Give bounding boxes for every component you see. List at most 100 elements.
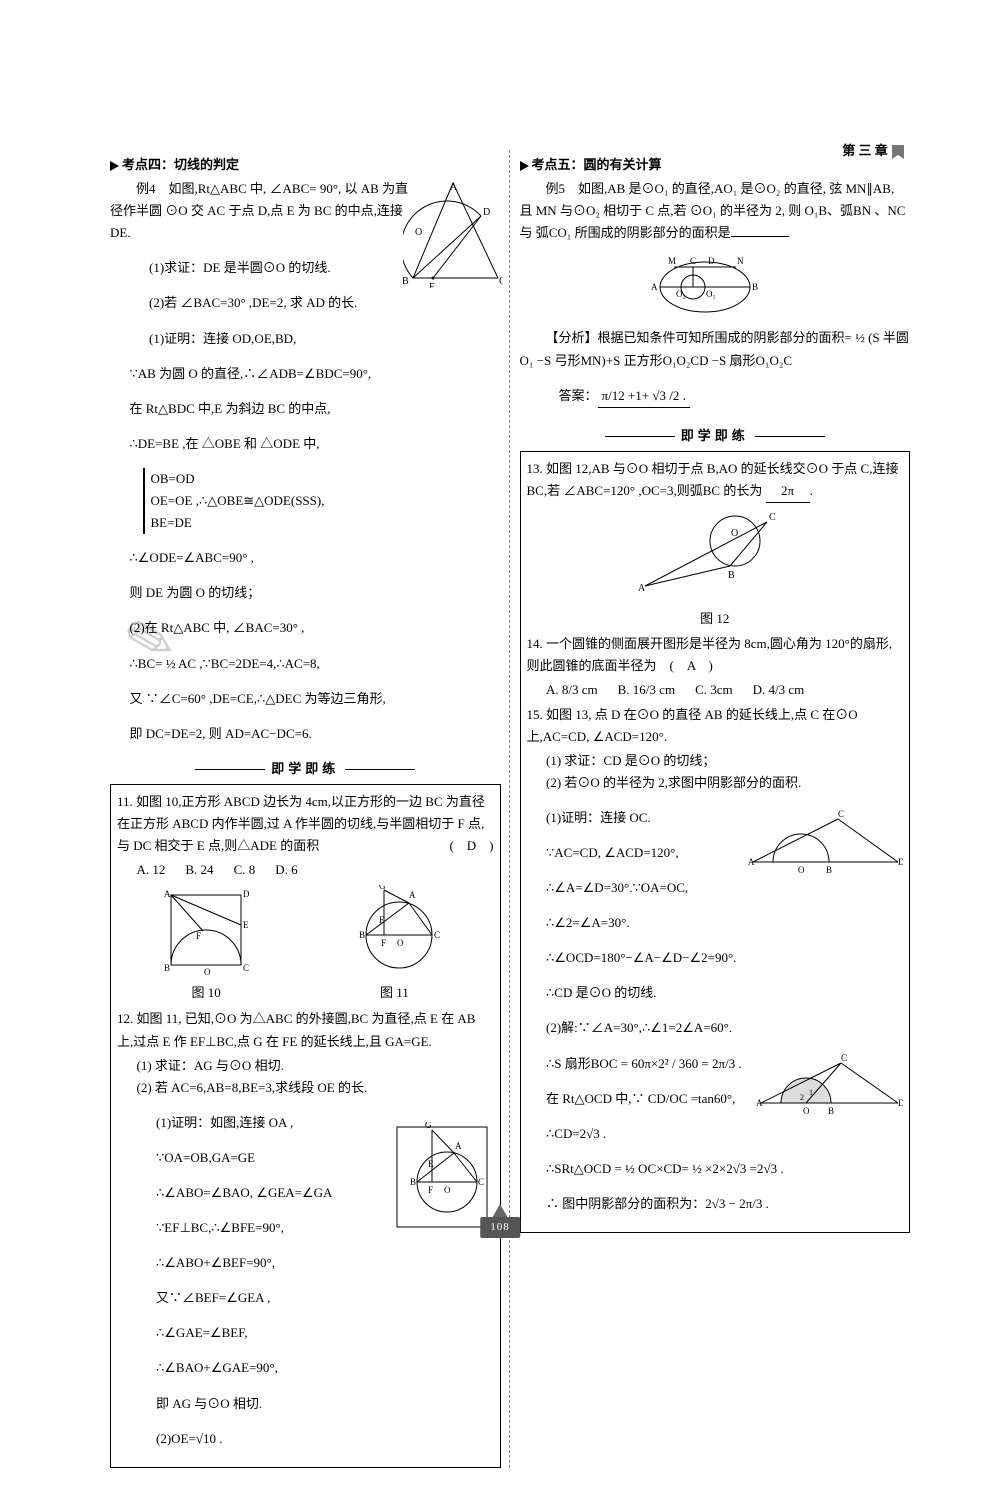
analysis: 【分析】根据已知条件可知所围成的阴影部分的面积= ½ (S 半圆O₁ −S 弓形… bbox=[520, 327, 911, 371]
svg-text:C: C bbox=[838, 809, 844, 819]
footer-marker-icon bbox=[492, 1204, 508, 1218]
figure-13: AO BD C 图 13 bbox=[743, 807, 903, 877]
q15-sub1: (1) 求证：CD 是⊙O 的切线； bbox=[527, 750, 904, 772]
figure-ex4-triangle: A BC DE O bbox=[403, 178, 503, 288]
example4-q2: (2)若 ∠BAC=30° ,DE=2, 求 AD 的长. bbox=[110, 292, 501, 314]
heading-topic-5: 考点五：圆的有关计算 bbox=[520, 154, 911, 176]
svg-text:A: A bbox=[409, 890, 416, 900]
choice-b: B. 24 bbox=[185, 859, 213, 881]
svg-text:C: C bbox=[478, 1177, 484, 1187]
proof-line: 在 Rt△BDC 中,E 为斜边 BC 的中点, bbox=[110, 398, 501, 420]
heading-topic-4: 考点四：切线的判定 bbox=[110, 154, 501, 176]
q12-text: 12. 如图 11, 已知,⊙O 为△ABC 的外接圆,BC 为直径,点 E 在… bbox=[117, 1008, 494, 1052]
svg-text:B: B bbox=[728, 570, 735, 581]
svg-text:A: A bbox=[455, 1141, 462, 1151]
q14-text: 14. 一个圆锥的侧面展开图形是半径为 8cm,圆心角为 120°的扇形,则此圆… bbox=[527, 633, 904, 677]
brace-line: OB=OD bbox=[151, 468, 501, 490]
practice-heading: 即学即练 bbox=[110, 758, 501, 780]
svg-text:B: B bbox=[752, 282, 758, 292]
figure-12-label: 图 12 bbox=[527, 608, 904, 630]
q12-sub2: (2) 若 AC=6,AB=8,BE=3,求线段 OE 的长. bbox=[117, 1077, 494, 1099]
proof-line: ∴CD=2√3 . bbox=[527, 1123, 904, 1145]
proof-line: ∴∠GAE=∠BEF, bbox=[117, 1322, 494, 1344]
svg-text:O: O bbox=[444, 1185, 451, 1195]
q11-text: 11. 如图 10,正方形 ABCD 边长为 4cm,以正方形的一边 BC 为直… bbox=[117, 791, 494, 857]
proof-line: (2)OE=√10 . bbox=[117, 1428, 494, 1450]
q15-text: 15. 如图 13, 点 D 在⊙O 的直径 AB 的延长线上,点 C 在⊙O … bbox=[527, 704, 904, 748]
svg-text:E: E bbox=[243, 920, 249, 930]
choice-b: B. 16/3 cm bbox=[618, 679, 675, 701]
svg-text:C: C bbox=[769, 512, 776, 523]
svg-text:E: E bbox=[428, 1159, 434, 1169]
svg-text:1: 1 bbox=[809, 1088, 813, 1097]
svg-text:O₂: O₂ bbox=[676, 289, 686, 299]
svg-text:M: M bbox=[668, 256, 676, 266]
brace-line: BE=DE bbox=[151, 512, 501, 534]
proof-line: ∴∠OCD=180°−∠A−∠D−∠2=90°. bbox=[527, 947, 904, 969]
proof-line: 又∵∠BEF=∠GEA , bbox=[117, 1287, 494, 1309]
figure-ex5: AB MN CD O₂O₁ bbox=[640, 247, 790, 317]
figure-10-label: 图 10 bbox=[161, 982, 251, 1004]
svg-text:O: O bbox=[803, 1106, 810, 1116]
proof-line: (2)在 Rt△ABC 中, ∠BAC=30° , bbox=[110, 617, 501, 639]
svg-text:D: D bbox=[898, 857, 903, 867]
example5-text: 例5 如图,AB 是⊙O₁ 的直径,AO₁ 是⊙O₂ 的直径, 弦 MN∥AB,… bbox=[520, 178, 911, 244]
svg-text:2: 2 bbox=[800, 1093, 804, 1102]
svg-text:C: C bbox=[690, 256, 696, 266]
svg-text:G: G bbox=[379, 885, 386, 891]
svg-text:D: D bbox=[708, 256, 715, 266]
svg-text:B: B bbox=[164, 963, 170, 973]
proof-line: ∴∠2=∠A=30°. bbox=[527, 912, 904, 934]
svg-text:A: A bbox=[756, 1098, 763, 1108]
proof-line: 则 DE 为圆 O 的切线； bbox=[110, 582, 501, 604]
svg-text:A: A bbox=[164, 889, 171, 899]
proof-line: 即 DC=DE=2, 则 AD=AC−DC=6. bbox=[110, 723, 501, 745]
proof-line: 又 ∵∠C=60° ,DE=CE,∴△DEC 为等边三角形, bbox=[110, 688, 501, 710]
svg-text:F: F bbox=[381, 938, 386, 948]
figure-10: AD BC EF O bbox=[161, 885, 251, 975]
figure-11-label: 图 11 bbox=[339, 982, 449, 1004]
proof-line: ∴∠A=∠D=30°.∵OA=OC, bbox=[527, 877, 904, 899]
choice-c: C. 8 bbox=[234, 859, 256, 881]
svg-text:C: C bbox=[243, 963, 249, 973]
proof-line: 即 AG 与⊙O 相切. bbox=[117, 1393, 494, 1415]
proof-line: (2)解:∵∠A=30°,∴∠1=2∠A=60°. bbox=[527, 1017, 904, 1039]
proof-line: ∴ 图中阴影部分的面积为：2√3 − 2π/3 . bbox=[527, 1193, 904, 1215]
svg-text:D: D bbox=[483, 207, 490, 218]
svg-text:B: B bbox=[403, 276, 409, 287]
svg-text:O: O bbox=[204, 967, 211, 975]
svg-text:E: E bbox=[379, 915, 385, 925]
svg-text:G: G bbox=[425, 1122, 432, 1130]
proof-line: ∵AB 为圆 O 的直径,∴∠ADB=∠BDC=90°, bbox=[110, 363, 501, 385]
proof-line: (1)证明：连接 OD,OE,BD, bbox=[110, 328, 501, 350]
choice-a: A. 12 bbox=[137, 859, 166, 881]
svg-text:D: D bbox=[243, 889, 250, 899]
proof-line: ∴BC= ½ AC ,∵BC=2DE=4,∴AC=8, bbox=[110, 653, 501, 675]
svg-text:B: B bbox=[826, 865, 832, 875]
figure-q12-detail: BC AG EF OC. bbox=[392, 1122, 492, 1232]
svg-text:D: D bbox=[898, 1098, 903, 1108]
svg-text:A: A bbox=[450, 182, 458, 193]
svg-text:A: A bbox=[651, 282, 658, 292]
figure-13-repeat: AO BD C 12 bbox=[753, 1053, 903, 1118]
q15-sub2: (2) 若⊙O 的半径为 2,求图中阴影部分的面积. bbox=[527, 772, 904, 794]
proof-line: ∴∠ODE=∠ABC=90° , bbox=[110, 547, 501, 569]
svg-text:C: C bbox=[499, 276, 503, 287]
svg-text:O: O bbox=[731, 528, 738, 539]
q12-sub1: (1) 求证：AG 与⊙O 相切. bbox=[117, 1055, 494, 1077]
practice-heading: 即学即练 bbox=[520, 421, 911, 447]
proof-line: ∴∠BAO+∠GAE=90°, bbox=[117, 1357, 494, 1379]
figure-12: A B C O bbox=[635, 506, 795, 601]
brace-line: OE=OE ,∴△OBE≅△ODE(SSS), bbox=[151, 490, 501, 512]
svg-text:B: B bbox=[410, 1177, 416, 1187]
svg-text:A: A bbox=[748, 857, 755, 867]
q13-text: 13. 如图 12,AB 与⊙O 相切于点 B,AO 的延长线交⊙O 于点 C,… bbox=[527, 458, 904, 503]
svg-text:O: O bbox=[397, 938, 404, 948]
proof-line: ∴DE=BE ,在 △OBE 和 △ODE 中, bbox=[110, 433, 501, 455]
svg-text:A: A bbox=[638, 583, 646, 594]
page-number: 108 bbox=[480, 1217, 520, 1238]
choice-c: C. 3cm bbox=[695, 679, 733, 701]
choice-d: D. 6 bbox=[275, 859, 297, 881]
svg-text:C: C bbox=[434, 930, 440, 940]
choice-a: A. 8/3 cm bbox=[546, 679, 598, 701]
